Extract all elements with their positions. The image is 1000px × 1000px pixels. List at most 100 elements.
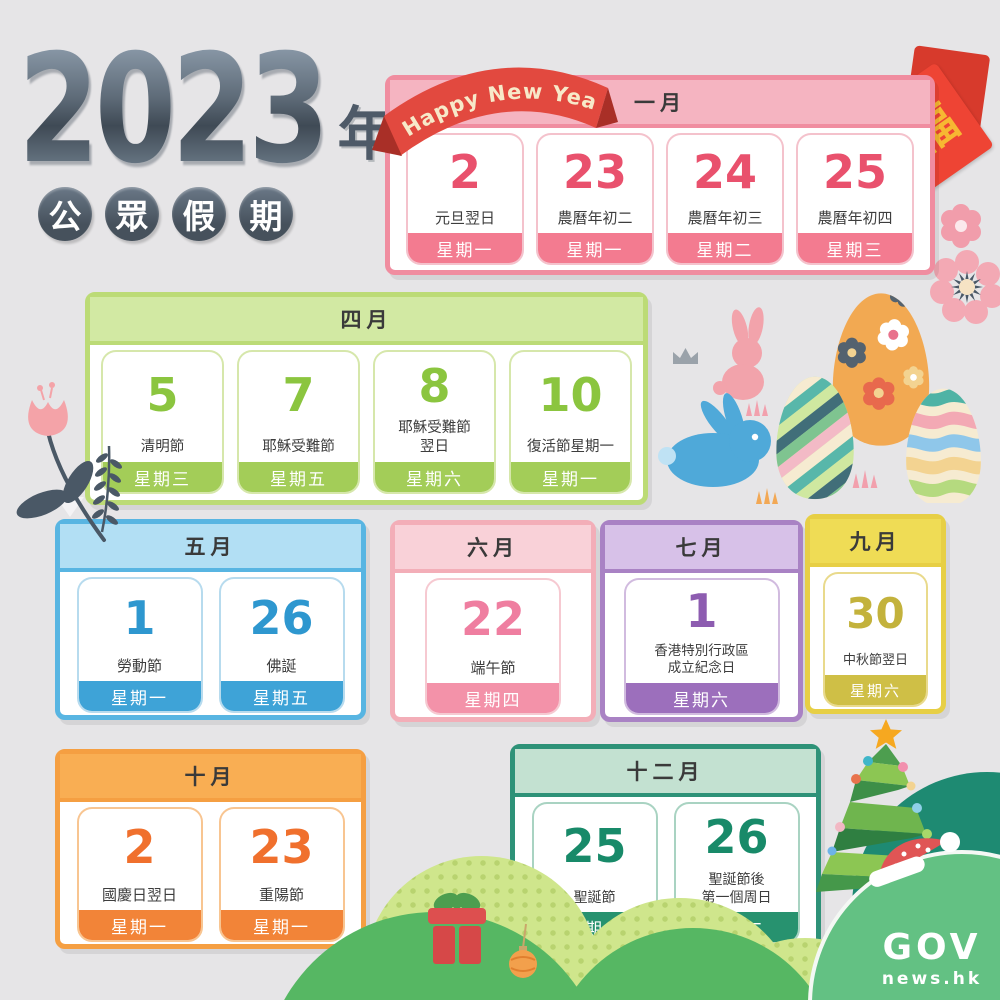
holiday-date: 1 xyxy=(123,590,156,645)
month-header-september: 九月 xyxy=(810,519,941,567)
holiday-weekday: 星期三 xyxy=(798,233,912,263)
month-header-july: 七月 xyxy=(605,525,798,573)
holiday-name: 聖誕節 xyxy=(573,889,616,906)
holiday-date: 23 xyxy=(249,820,314,875)
panel-body: 5 清明節 星期三 7 耶穌受難節 星期五 8 耶穌受難節 翌日 星期六 10 … xyxy=(90,345,643,494)
year-row: 2023 年 xyxy=(18,23,396,197)
holiday-name: 農曆年初二 xyxy=(557,208,633,227)
holiday-name: 元旦翌日 xyxy=(434,208,495,227)
panel-body: 1 勞動節 星期一 26 佛誕 星期五 xyxy=(60,572,361,713)
month-header-december: 十二月 xyxy=(515,749,816,797)
holiday-card: 25 農曆年初四 星期三 xyxy=(796,133,914,265)
holiday-card: 23 農曆年初二 星期一 xyxy=(536,133,654,265)
holiday-weekday: 星期三 xyxy=(103,462,222,492)
holiday-card: 2 元旦翌日 星期一 xyxy=(406,133,524,265)
holiday-name: 香港特別行政區 成立紀念日 xyxy=(654,642,749,677)
grass-tuft-icon xyxy=(746,400,768,416)
easter-eggs xyxy=(776,293,981,503)
holiday-weekday: 星期四 xyxy=(427,683,559,713)
month-panel-september: 九月 30 中秋節翌日 星期六 xyxy=(805,514,946,714)
holiday-name: 聖誕節後 第一個周日 xyxy=(701,871,772,906)
holiday-weekday: 星期五 xyxy=(239,462,358,492)
logo-line2: news.hk xyxy=(881,969,983,989)
holiday-date: 23 xyxy=(562,144,627,199)
holiday-card: 5 清明節 星期三 xyxy=(101,350,224,494)
holiday-name: 耶穌受難節 xyxy=(262,439,335,456)
holiday-date: 1 xyxy=(685,584,718,639)
holiday-name: 農曆年初三 xyxy=(687,208,763,227)
holiday-name: 復活節星期一 xyxy=(527,439,614,456)
holiday-weekday: 星期一 xyxy=(538,233,652,263)
holiday-date: 7 xyxy=(282,368,315,423)
holiday-date: 5 xyxy=(146,368,179,423)
logo-line1: GOV xyxy=(882,927,982,968)
holiday-name: 清明節 xyxy=(140,439,185,456)
holiday-name: 端午節 xyxy=(470,658,516,677)
subtitle-char: 期 xyxy=(239,187,293,241)
year-text: 2023 xyxy=(18,23,330,197)
holiday-card: 30 中秋節翌日 星期六 xyxy=(823,572,928,707)
holiday-date: 10 xyxy=(538,368,603,423)
holiday-name: 國慶日翌日 xyxy=(101,885,177,904)
grass-tuft-icon xyxy=(852,470,878,488)
holiday-card: 2 國慶日翌日 星期一 xyxy=(76,807,203,942)
holiday-name: 農曆年初四 xyxy=(817,208,893,227)
holiday-date: 25 xyxy=(562,819,627,874)
holiday-name: 佛誕 xyxy=(266,656,297,675)
pink-rabbit-icon xyxy=(713,307,764,400)
holiday-card: 23 重陽節 星期一 xyxy=(218,807,345,942)
holiday-card: 22 端午節 星期四 xyxy=(425,578,561,715)
holiday-date: 26 xyxy=(704,810,769,865)
holiday-weekday: 星期六 xyxy=(825,675,926,705)
blue-rabbit-icon xyxy=(658,393,771,487)
ribbon-text: Happy New Year xyxy=(368,52,599,141)
holiday-date: 2 xyxy=(448,144,481,199)
grass-tuft-icon xyxy=(756,488,778,504)
holiday-weekday: 星期一 xyxy=(408,233,522,263)
month-panel-july: 七月 1 香港特別行政區 成立紀念日 星期六 xyxy=(600,520,803,722)
month-panel-june: 六月 22 端午節 星期四 xyxy=(390,520,596,722)
holiday-weekday: 星期二 xyxy=(668,233,782,263)
starburst-flower-icon xyxy=(930,250,1000,324)
ornament-bauble-icon xyxy=(509,923,537,978)
month-header-may: 五月 xyxy=(60,524,361,572)
holiday-card: 7 耶穌受難節 星期五 xyxy=(237,350,360,494)
gift-box-icon xyxy=(428,892,486,964)
holiday-card: 1 勞動節 星期一 xyxy=(76,577,203,713)
pink-flower-icon xyxy=(941,204,981,248)
holiday-weekday: 星期一 xyxy=(220,910,343,940)
month-panel-april: 四月 5 清明節 星期三 7 耶穌受難節 星期五 8 耶穌受難節 翌日 星期六 … xyxy=(85,292,648,505)
month-panel-may: 五月 1 勞動節 星期一 26 佛誕 星期五 xyxy=(55,519,366,720)
month-header-june: 六月 xyxy=(395,525,591,573)
month-header-april: 四月 xyxy=(90,297,643,345)
panel-body: 1 香港特別行政區 成立紀念日 星期六 xyxy=(605,573,798,715)
holiday-weekday: 星期六 xyxy=(625,683,778,713)
holiday-weekday: 星期一 xyxy=(511,462,630,492)
holiday-date: 25 xyxy=(822,144,887,199)
month-panel-october: 十月 2 國慶日翌日 星期一 23 重陽節 星期一 xyxy=(55,749,366,949)
holiday-date: 2 xyxy=(123,820,156,875)
title-block: 2023 年 公 眾 假 期 xyxy=(18,23,396,241)
holiday-card: 26 佛誕 星期五 xyxy=(218,577,345,713)
subtitle-char: 公 xyxy=(38,187,92,241)
holiday-card: 1 香港特別行政區 成立紀念日 星期六 xyxy=(623,578,780,715)
holiday-date: 22 xyxy=(460,592,525,647)
subtitle-char: 眾 xyxy=(105,187,159,241)
subtitle-public-holidays: 公 眾 假 期 xyxy=(38,187,396,241)
happy-new-year-ribbon: Happy New Year xyxy=(368,52,618,156)
subtitle-char: 假 xyxy=(172,187,226,241)
holiday-date: 30 xyxy=(846,588,905,638)
panel-body: 2 元旦翌日 星期一 23 農曆年初二 星期一 24 農曆年初三 星期二 25 … xyxy=(390,128,930,265)
month-header-october: 十月 xyxy=(60,754,361,802)
holiday-name: 耶穌受難節 翌日 xyxy=(398,420,471,456)
holiday-name: 中秋節翌日 xyxy=(842,653,908,669)
panel-body: 30 中秋節翌日 星期六 xyxy=(810,567,941,707)
svg-text:Happy New Year: Happy New Year xyxy=(368,52,600,141)
holiday-card: 24 農曆年初三 星期二 xyxy=(666,133,784,265)
holiday-name: 勞動節 xyxy=(116,656,162,675)
holiday-date: 26 xyxy=(249,590,314,645)
gov-news-logo: GOV news.hk xyxy=(872,927,992,990)
holiday-name: 重陽節 xyxy=(258,885,304,904)
tulip-plant-icon xyxy=(16,382,122,542)
